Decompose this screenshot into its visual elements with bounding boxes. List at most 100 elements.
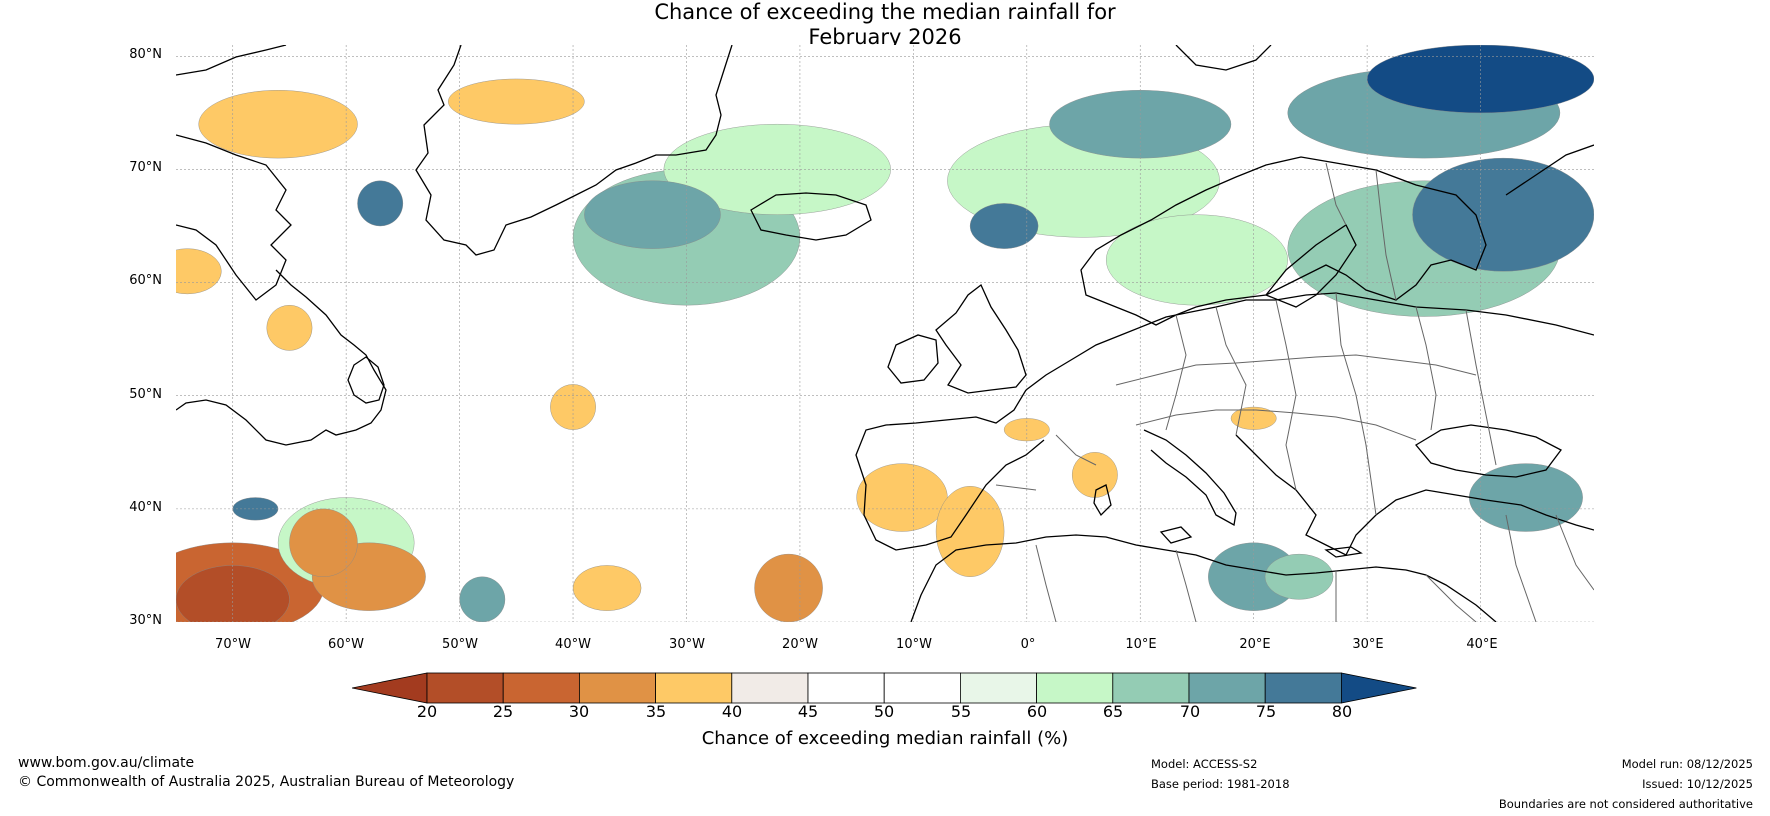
lon-label-10w: 10°W (896, 637, 932, 652)
lat-label-80: 80°N (129, 47, 162, 62)
lon-label-50w: 50°W (442, 637, 478, 652)
colorbar-tick: 80 (1331, 702, 1353, 721)
coastline-scandinavia (1080, 156, 1487, 326)
lon-label-20e: 20°E (1239, 637, 1271, 652)
colorbar-segment (883, 672, 961, 704)
coastline-france-iberia (855, 389, 1045, 551)
probability-region (935, 486, 1005, 577)
border-line (1325, 162, 1347, 226)
colorbar-tick: 30 (568, 702, 590, 721)
probability-region (969, 203, 1039, 249)
colorbar-segment (578, 672, 656, 704)
lat-label-60: 60°N (129, 273, 162, 288)
coastline-ellesmere (176, 45, 287, 76)
lon-label-0: 0° (1020, 637, 1036, 652)
rainfall-probability-fill (176, 45, 1594, 622)
probability-region (289, 508, 358, 577)
probability-region (266, 305, 313, 351)
probability-region (357, 180, 404, 227)
coastline-gulf-of-bothnia (1264, 224, 1357, 308)
probability-region (584, 180, 721, 249)
coastline-greenland (415, 45, 733, 256)
colorbar-segment (960, 672, 1038, 704)
lon-label-70w: 70°W (215, 637, 251, 652)
colorbar-segment (502, 672, 580, 704)
lon-label-20w: 20°W (782, 637, 818, 652)
model-run-date: Model run: 08/12/2025 (1621, 757, 1753, 771)
probability-region (1264, 553, 1334, 600)
coastline-north-africa (910, 534, 1497, 622)
copyright-text: © Commonwealth of Australia 2025, Austra… (18, 774, 515, 790)
lon-label-40w: 40°W (555, 637, 591, 652)
border-line (1135, 409, 1417, 441)
colorbar-tick: 65 (1102, 702, 1124, 721)
colorbar-tick: 20 (416, 702, 438, 721)
border-line (1425, 574, 1477, 622)
coastline-svalbard (1175, 45, 1272, 71)
lon-label-60w: 60°W (328, 637, 364, 652)
boundaries-disclaimer: Boundaries are not considered authoritat… (1498, 797, 1753, 811)
probability-region (1049, 90, 1232, 159)
coastline-ireland (887, 334, 939, 384)
border-line (1035, 544, 1057, 622)
probability-region (1071, 452, 1118, 498)
colorbar-segment (807, 672, 885, 704)
coastline-black-sea (1415, 424, 1562, 478)
border-line (1505, 514, 1537, 622)
lat-label-40: 40°N (129, 500, 162, 515)
probability-region (572, 565, 642, 611)
probability-region (232, 497, 279, 521)
colorbar-tick: 25 (492, 702, 514, 721)
lon-label-40e: 40°E (1466, 637, 1498, 652)
border-line (1465, 309, 1497, 466)
coastline-europe-mainland (1025, 292, 1594, 391)
border-line (1175, 549, 1197, 622)
colorbar-tick: 75 (1255, 702, 1277, 721)
colorbar-extend-high (1341, 672, 1417, 704)
colorbar-tick: 50 (873, 702, 895, 721)
coastline-labrador (176, 269, 387, 446)
probability-region (198, 90, 358, 159)
website-link[interactable]: www.bom.gov.au/climate (18, 755, 195, 771)
border-line (1415, 306, 1437, 431)
colorbar-tick: 35 (645, 702, 667, 721)
colorbar-segment (655, 672, 733, 704)
lat-label-50: 50°N (129, 387, 162, 402)
coastline-sardinia (1093, 484, 1112, 517)
colorbar-segment (1188, 672, 1266, 704)
rainfall-map (176, 45, 1594, 622)
colorbar-tick: 55 (950, 702, 972, 721)
model-name: Model: ACCESS-S2 (1151, 757, 1258, 771)
border-line (1375, 169, 1397, 301)
lat-label-30: 30°N (129, 613, 162, 628)
colorbar-segment (1036, 672, 1114, 704)
chart-title: Chance of exceeding the median rainfall … (0, 0, 1770, 50)
colorbar-tick: 40 (721, 702, 743, 721)
colorbar-segment (1112, 672, 1190, 704)
graticule (176, 45, 1594, 622)
coastline-sicily (1159, 526, 1193, 544)
coastline-balkans-greece (1235, 434, 1594, 556)
colorbar-segment (731, 672, 809, 704)
border-line (1555, 514, 1594, 591)
lon-label-30w: 30°W (669, 637, 705, 652)
coastline-iceland (750, 192, 872, 241)
probability-region (1106, 214, 1288, 306)
coastline-great-britain (935, 283, 1027, 394)
border-line (1115, 354, 1477, 386)
border-line (995, 484, 1037, 491)
probability-region (176, 248, 222, 295)
lon-label-30e: 30°E (1352, 637, 1384, 652)
coastline-italy (1143, 429, 1237, 527)
coastline-baffin (176, 134, 292, 301)
probability-region (1412, 157, 1594, 272)
probability-region (856, 463, 948, 532)
country-borders (995, 162, 1594, 622)
coastline-crete (1324, 546, 1363, 558)
colorbar (352, 672, 1417, 704)
probability-region (448, 78, 585, 125)
border-line (1335, 292, 1377, 516)
probability-region (459, 576, 506, 622)
colorbar-tick: 45 (797, 702, 819, 721)
lon-label-10e: 10°E (1125, 637, 1157, 652)
